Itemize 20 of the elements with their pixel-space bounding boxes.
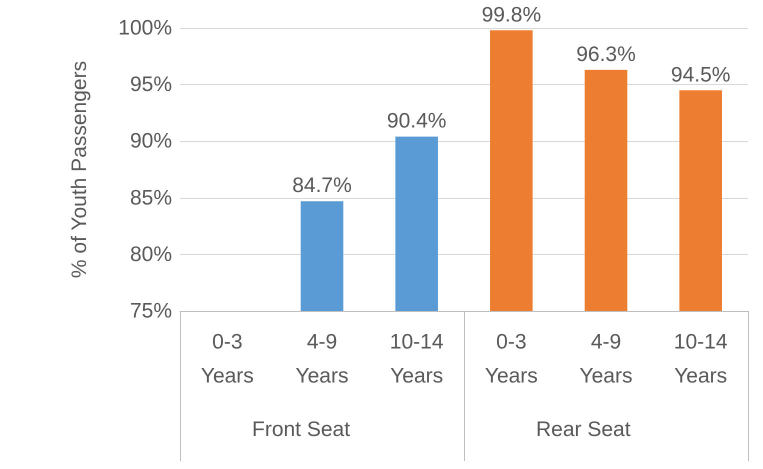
x-tick-label: 10-14 Years [674, 330, 728, 388]
y-tick-label: 75% [130, 300, 172, 322]
data-label: 90.4% [386, 110, 446, 133]
y-tick-label: 95% [130, 73, 172, 96]
y-tick-label: 80% [130, 242, 172, 266]
data-label: 94.5% [670, 63, 730, 86]
x-tick-label: 4-9 Years [296, 330, 348, 388]
y-tick-label: 90% [130, 130, 172, 153]
y-axis-title: % of Youth Passengers [68, 60, 91, 278]
x-tick-label: 4-9 Years [580, 330, 632, 388]
data-label: 99.8% [482, 3, 542, 26]
y-tick-label: 85% [130, 186, 172, 210]
x-tick-label: 10-14 Years [390, 330, 444, 388]
y-tick-label: 100% [118, 16, 172, 40]
x-tick-label: 0-3 Years [484, 330, 538, 388]
text: Rear Seat [536, 418, 631, 441]
data-label: 84.7% [292, 174, 352, 198]
data-label: 96.3% [576, 42, 636, 66]
text: Front Seat [252, 418, 350, 441]
x-tick-label: 0-3 Years [200, 330, 254, 388]
